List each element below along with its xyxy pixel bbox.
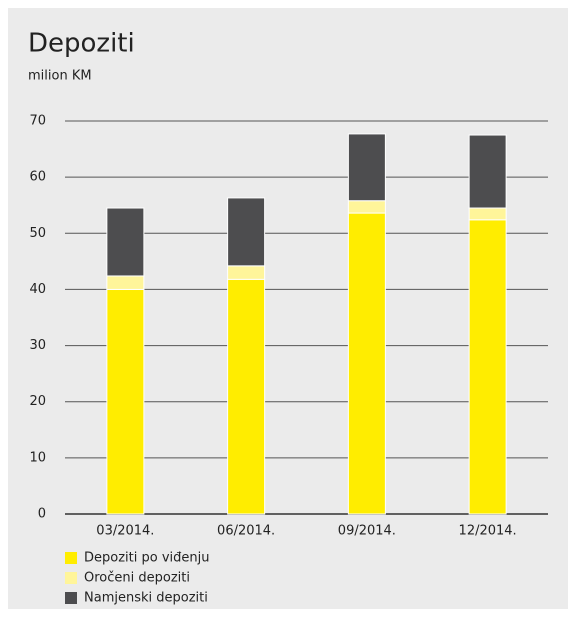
bar-segment <box>106 275 145 290</box>
x-tick-label: 09/2014. <box>338 524 396 539</box>
legend-swatch <box>65 592 77 604</box>
y-tick-label: 50 <box>29 226 46 241</box>
legend-label: Namjenski depoziti <box>84 591 208 606</box>
y-tick-label: 0 <box>38 507 46 522</box>
chart-title: Depoziti <box>28 29 135 59</box>
y-tick-label: 60 <box>29 170 46 185</box>
legend-label: Depoziti po viđenju <box>84 551 209 566</box>
bar-segment <box>347 133 386 202</box>
bar-segment <box>227 265 266 280</box>
bar-segment <box>347 200 386 214</box>
y-tick-label: 70 <box>29 114 46 129</box>
y-tick-label: 30 <box>29 338 46 353</box>
bar-segment <box>227 197 266 267</box>
chart-subtitle: milion KM <box>28 69 92 84</box>
legend-swatch <box>65 572 77 584</box>
x-tick-label: 12/2014. <box>459 524 517 539</box>
x-tick-label: 06/2014. <box>217 524 275 539</box>
y-tick-label: 10 <box>29 450 46 465</box>
bar-segment <box>468 219 507 515</box>
bar-segment <box>227 278 266 515</box>
y-tick-label: 40 <box>29 282 46 297</box>
y-tick-label: 20 <box>29 394 46 409</box>
bar-segment <box>468 134 507 209</box>
legend-swatch <box>65 552 77 564</box>
bar-segment <box>468 207 507 221</box>
bar-segment <box>106 207 145 277</box>
legend-label: Oročeni depoziti <box>84 571 190 586</box>
bar-segment <box>106 288 145 515</box>
bar-segment <box>347 212 386 515</box>
x-tick-label: 03/2014. <box>96 524 154 539</box>
